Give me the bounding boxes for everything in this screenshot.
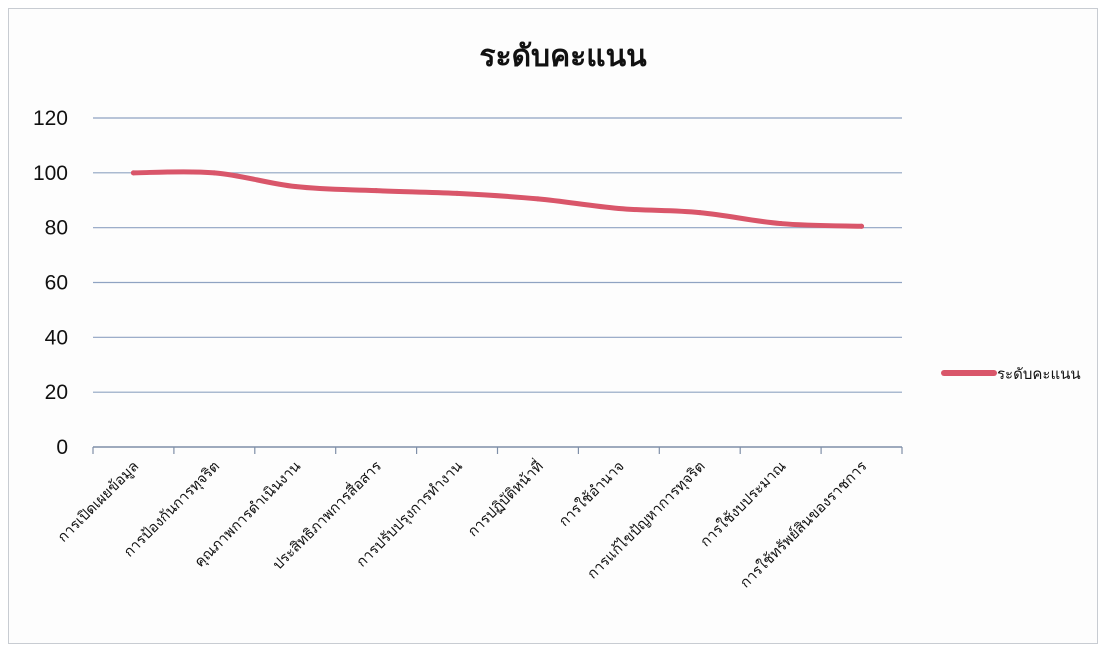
data-point: [130, 170, 136, 176]
x-axis-ticks: การเปิดเผยข้อมูลการป้องกันการทุจริตคุณภา…: [54, 456, 870, 591]
y-tick-label: 120: [33, 107, 68, 130]
legend-label: ระดับคะแนน: [997, 365, 1081, 383]
y-axis-ticks: 0 20 40 60 80 100 120: [33, 107, 68, 459]
data-point: [778, 221, 784, 227]
series-line: [130, 169, 865, 229]
data-point: [454, 190, 460, 196]
chart-title: ระดับคะแนน: [479, 39, 647, 74]
y-tick-label: 80: [45, 217, 68, 240]
data-point: [616, 205, 622, 211]
axes: [92, 446, 903, 454]
y-tick-label: 60: [45, 272, 68, 295]
x-tick-label: การใช้ทรัพย์สินของราชการ: [736, 457, 870, 591]
data-point: [292, 184, 298, 190]
data-point: [535, 196, 541, 202]
chart-frame: [8, 8, 1098, 644]
data-point: [211, 170, 217, 176]
x-tick-label: การปฏิบัติหน้าที่: [463, 456, 547, 540]
x-tick-label: การเปิดเผยข้อมูล: [54, 458, 142, 546]
y-tick-label: 20: [45, 381, 68, 404]
data-point: [859, 223, 865, 229]
x-tick-label: การใช้งบประมาณ: [696, 457, 789, 550]
legend: ระดับคะแนน: [941, 365, 1081, 383]
gridlines: [93, 117, 902, 393]
data-point: [697, 210, 703, 216]
y-tick-label: 40: [45, 326, 68, 349]
y-tick-label: 0: [56, 436, 68, 459]
series-layer: [130, 169, 865, 229]
data-point: [373, 188, 379, 194]
x-tick-label: การใช้อำนาจ: [555, 457, 628, 530]
y-tick-label: 100: [33, 162, 68, 185]
